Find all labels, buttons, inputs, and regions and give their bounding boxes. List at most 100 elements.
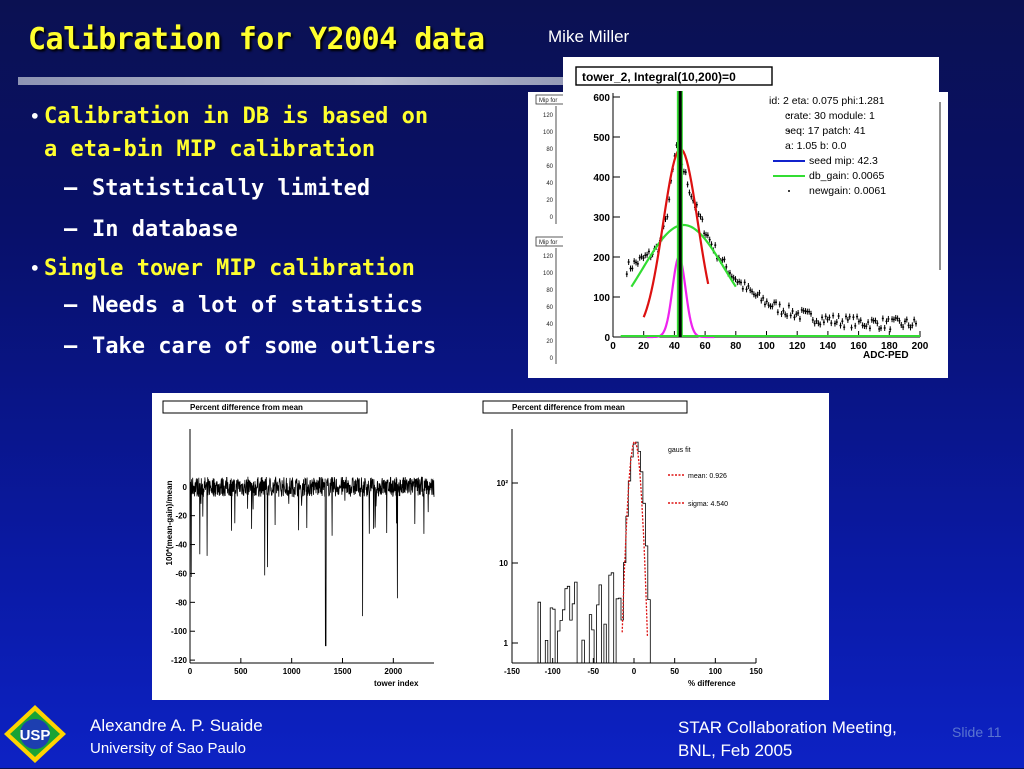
stats-entry: a: 1.05 b: 0.0: [785, 140, 846, 152]
author-name: Alexandre A. P. Suaide: [90, 716, 263, 735]
x-tick-label: 0: [610, 341, 616, 352]
percent-difference-panel: Percent difference from mean 100*(mean-g…: [152, 393, 829, 700]
x-tick-label: 1000: [283, 667, 301, 676]
tick-label: 60: [546, 305, 553, 311]
y-tick-label: -40: [175, 541, 187, 550]
x-axis-label: ADC-PED: [863, 350, 909, 361]
x-tick-label: 500: [234, 667, 248, 676]
x-tick-label: 100: [758, 341, 775, 352]
y-tick-label: 400: [593, 173, 610, 184]
bullet-item: • Single tower MIP calibration: [0, 252, 520, 285]
bullet-symbol: •: [30, 107, 40, 126]
sub-bullet-text: Statistically limited: [92, 176, 371, 201]
x-tick-label: 150: [749, 667, 763, 676]
histogram: [528, 441, 653, 664]
right-x-axis-label: % difference: [688, 679, 736, 688]
x-tick-label: -150: [504, 667, 521, 676]
tick-label: 100: [543, 130, 554, 136]
gaus-fit-curve: [621, 440, 649, 637]
y-tick-label: 10²: [496, 479, 508, 488]
y-tick-label: 600: [593, 93, 610, 104]
stats-entry: id: 2 eta: 0.075 phi:1.281: [769, 95, 885, 107]
legend-marker: [788, 130, 790, 132]
tick-label: 20: [546, 198, 553, 204]
x-tick-label: 2000: [384, 667, 402, 676]
x-tick-label: 0: [632, 667, 637, 676]
left-x-axis-label: tower index: [374, 679, 419, 688]
x-tick-label: 140: [820, 341, 837, 352]
sub-bullet-text: Needs a lot of statistics: [92, 293, 424, 318]
right-plot-title-box: [482, 400, 688, 414]
svg-text:USP: USP: [20, 727, 51, 744]
dash-symbol: –: [64, 217, 78, 242]
y-tick-label: 500: [593, 133, 610, 144]
tick-label: 80: [546, 147, 553, 153]
behind-plot-top: Mip for 120 100 80 60 40 20 0: [535, 94, 567, 224]
plot-title: tower_2, Integral(10,200)=0: [582, 70, 736, 84]
tick-label: 0: [550, 356, 554, 362]
tick-label: 100: [543, 271, 554, 277]
plot-title-box: [575, 66, 773, 86]
author-affiliation: University of Sao Paulo: [90, 740, 246, 757]
y-tick-label: 10: [499, 559, 508, 568]
stats-entry: newgain: 0.0061: [809, 185, 886, 197]
y-tick-label: -120: [171, 656, 188, 665]
sub-bullet-text: In database: [92, 217, 238, 242]
tick-label: 60: [546, 164, 553, 170]
x-tick-label: -100: [545, 667, 562, 676]
x-tick-label: 180: [881, 341, 898, 352]
sub-bullet-text: Take care of some outliers: [92, 334, 437, 359]
svg-text:Mip for: Mip for: [539, 98, 557, 104]
left-plot-title: Percent difference from mean: [190, 403, 303, 412]
stats-entry: seed mip: 42.3: [809, 155, 878, 167]
plot-author: Mike Miller: [548, 27, 630, 46]
newgain-line: [678, 91, 682, 337]
y-tick-label: -80: [175, 598, 187, 607]
bullet-text-continued: a eta-bin MIP calibration: [44, 137, 376, 162]
dash-symbol: –: [64, 176, 78, 201]
x-tick-label: 1500: [334, 667, 352, 676]
sub-bullet-item: – Needs a lot of statistics: [0, 285, 520, 326]
stats-entry: crate: 30 module: 1: [785, 110, 875, 122]
y-tick-label: 100: [593, 293, 610, 304]
x-tick-label: 50: [670, 667, 679, 676]
y-tick-label: 300: [593, 213, 610, 224]
usp-logo: USP: [2, 703, 68, 765]
title-underline: [18, 77, 618, 85]
left-y-axis-label: 100*(mean-gain)/mean: [165, 480, 174, 565]
left-plot-title-box: [162, 400, 368, 414]
meeting-info: STAR Collaboration Meeting, BNL, Feb 200…: [678, 716, 897, 762]
meeting-line-2: BNL, Feb 2005: [678, 741, 793, 760]
y-tick-label: -60: [175, 569, 187, 578]
svg-text:Mip for: Mip for: [539, 240, 557, 246]
slide-title: Calibration for Y2004 data: [28, 22, 485, 57]
legend-marker: [788, 114, 790, 116]
x-tick-label: 200: [912, 341, 929, 352]
x-tick-label: 160: [850, 341, 867, 352]
right-plot-title: Percent difference from mean: [512, 403, 625, 412]
sub-bullet-item: – Statistically limited: [0, 168, 520, 209]
tick-label: 40: [546, 181, 553, 187]
tick-label: 20: [546, 339, 553, 345]
dash-symbol: –: [64, 293, 78, 318]
stats-entry: db_gain: 0.0065: [809, 170, 884, 182]
wide-gauss-fit: [630, 223, 737, 288]
y-tick-label: 1: [504, 639, 509, 648]
legend-title: gaus fit: [668, 447, 691, 454]
behind-plot-bottom: Mip for 120 100 80 60 40 20 0: [535, 236, 567, 364]
x-tick-label: 100: [709, 667, 723, 676]
tick-label: 0: [550, 215, 554, 221]
tick-label: 120: [543, 113, 554, 119]
tick-label: 40: [546, 322, 553, 328]
meeting-line-1: STAR Collaboration Meeting,: [678, 718, 897, 737]
tick-label: 120: [543, 254, 554, 260]
mip-spectrum-plot: tower_2, Integral(10,200)=0 0 20 40 60 80 100…: [563, 57, 939, 368]
y-tick-label: 0: [604, 333, 610, 344]
series-line: [189, 476, 435, 647]
slide-number: Slide 11: [952, 724, 1002, 740]
x-tick-label: -50: [588, 667, 600, 676]
bullet-text: Calibration in DB is based on: [44, 104, 429, 129]
legend-sigma: sigma: 4.540: [688, 501, 728, 508]
legend-marker: [788, 190, 790, 192]
bullet-symbol: •: [30, 259, 40, 278]
